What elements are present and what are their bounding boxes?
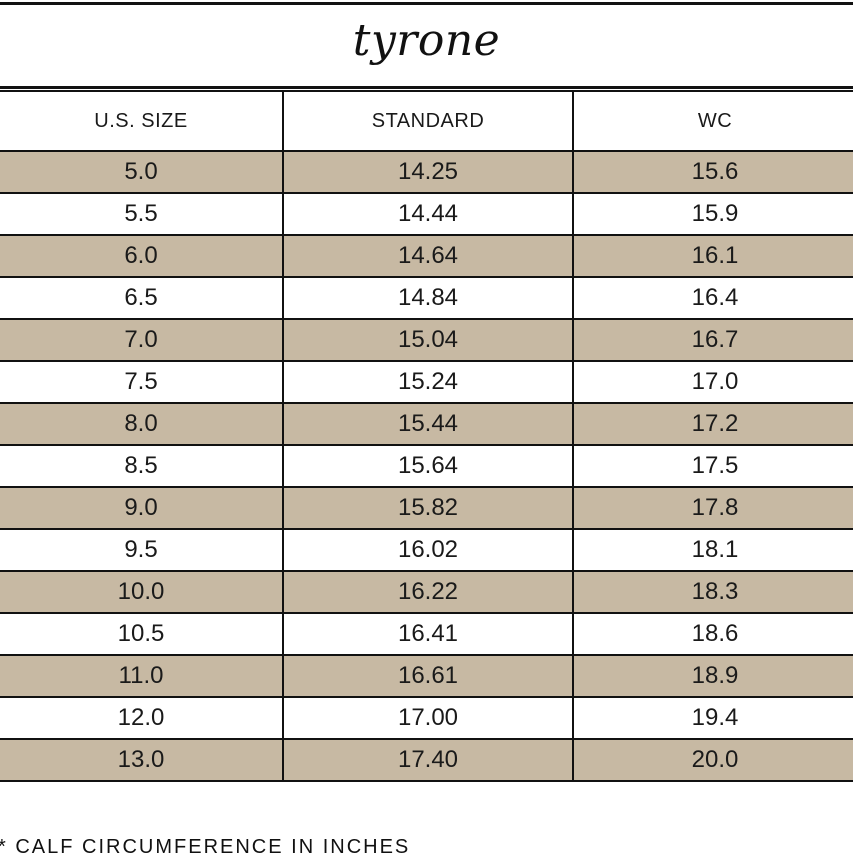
cell-us-size: 8.5: [0, 444, 284, 488]
table-row: 10.0 16.22 18.3: [0, 570, 853, 614]
cell-us-size: 9.0: [0, 486, 284, 530]
table-row: 9.0 15.82 17.8: [0, 486, 853, 530]
cell-us-size: 7.0: [0, 318, 284, 362]
cell-wc: 17.0: [572, 360, 853, 404]
cell-standard: 15.44: [282, 402, 574, 446]
cell-wc: 18.9: [572, 654, 853, 698]
table-row: 8.5 15.64 17.5: [0, 444, 853, 488]
cell-us-size: 7.5: [0, 360, 284, 404]
cell-standard: 14.64: [282, 234, 574, 278]
cell-standard: 14.25: [282, 150, 574, 194]
cell-us-size: 10.0: [0, 570, 284, 614]
cell-us-size: 6.5: [0, 276, 284, 320]
cell-us-size: 11.0: [0, 654, 284, 698]
cell-wc: 16.4: [572, 276, 853, 320]
table-row: 7.5 15.24 17.0: [0, 360, 853, 404]
cell-standard: 15.82: [282, 486, 574, 530]
cell-wc: 16.7: [572, 318, 853, 362]
column-header-wc: WC: [572, 90, 853, 152]
cell-us-size: 5.0: [0, 150, 284, 194]
cell-us-size: 9.5: [0, 528, 284, 572]
cell-wc: 17.2: [572, 402, 853, 446]
table-row: 6.0 14.64 16.1: [0, 234, 853, 278]
table-row: 8.0 15.44 17.2: [0, 402, 853, 446]
column-header-us-size: U.S. SIZE: [0, 90, 284, 152]
cell-standard: 17.40: [282, 738, 574, 782]
cell-wc: 18.6: [572, 612, 853, 656]
cell-wc: 18.1: [572, 528, 853, 572]
size-chart-table: U.S. SIZE STANDARD WC 5.0 14.25 15.6 5.5…: [0, 90, 853, 782]
table-row: 12.0 17.00 19.4: [0, 696, 853, 740]
cell-standard: 16.41: [282, 612, 574, 656]
table-row: 5.0 14.25 15.6: [0, 150, 853, 194]
cell-us-size: 5.5: [0, 192, 284, 236]
cell-standard: 15.04: [282, 318, 574, 362]
cell-us-size: 8.0: [0, 402, 284, 446]
cell-wc: 17.8: [572, 486, 853, 530]
table-row: 6.5 14.84 16.4: [0, 276, 853, 320]
cell-standard: 15.24: [282, 360, 574, 404]
table-row: 5.5 14.44 15.9: [0, 192, 853, 236]
cell-us-size: 6.0: [0, 234, 284, 278]
cell-standard: 15.64: [282, 444, 574, 488]
cell-us-size: 12.0: [0, 696, 284, 740]
cell-wc: 16.1: [572, 234, 853, 278]
table-row: 10.5 16.41 18.6: [0, 612, 853, 656]
cell-us-size: 13.0: [0, 738, 284, 782]
cell-wc: 17.5: [572, 444, 853, 488]
cell-us-size: 10.5: [0, 612, 284, 656]
title-banner: tyrone: [0, 2, 853, 89]
cell-wc: 20.0: [572, 738, 853, 782]
table-row: 9.5 16.02 18.1: [0, 528, 853, 572]
header-row: U.S. SIZE STANDARD WC: [0, 90, 853, 152]
table-row: 7.0 15.04 16.7: [0, 318, 853, 362]
cell-wc: 15.9: [572, 192, 853, 236]
cell-standard: 16.22: [282, 570, 574, 614]
cell-standard: 17.00: [282, 696, 574, 740]
column-header-standard: STANDARD: [282, 90, 574, 152]
cell-standard: 16.61: [282, 654, 574, 698]
cell-wc: 15.6: [572, 150, 853, 194]
cell-standard: 16.02: [282, 528, 574, 572]
table-row: 13.0 17.40 20.0: [0, 738, 853, 782]
footnote: * CALF CIRCUMFERENCE IN INCHES: [0, 836, 411, 858]
table-row: 11.0 16.61 18.9: [0, 654, 853, 698]
cell-wc: 18.3: [572, 570, 853, 614]
cell-standard: 14.44: [282, 192, 574, 236]
cell-standard: 14.84: [282, 276, 574, 320]
page-title: tyrone: [352, 15, 501, 66]
cell-wc: 19.4: [572, 696, 853, 740]
